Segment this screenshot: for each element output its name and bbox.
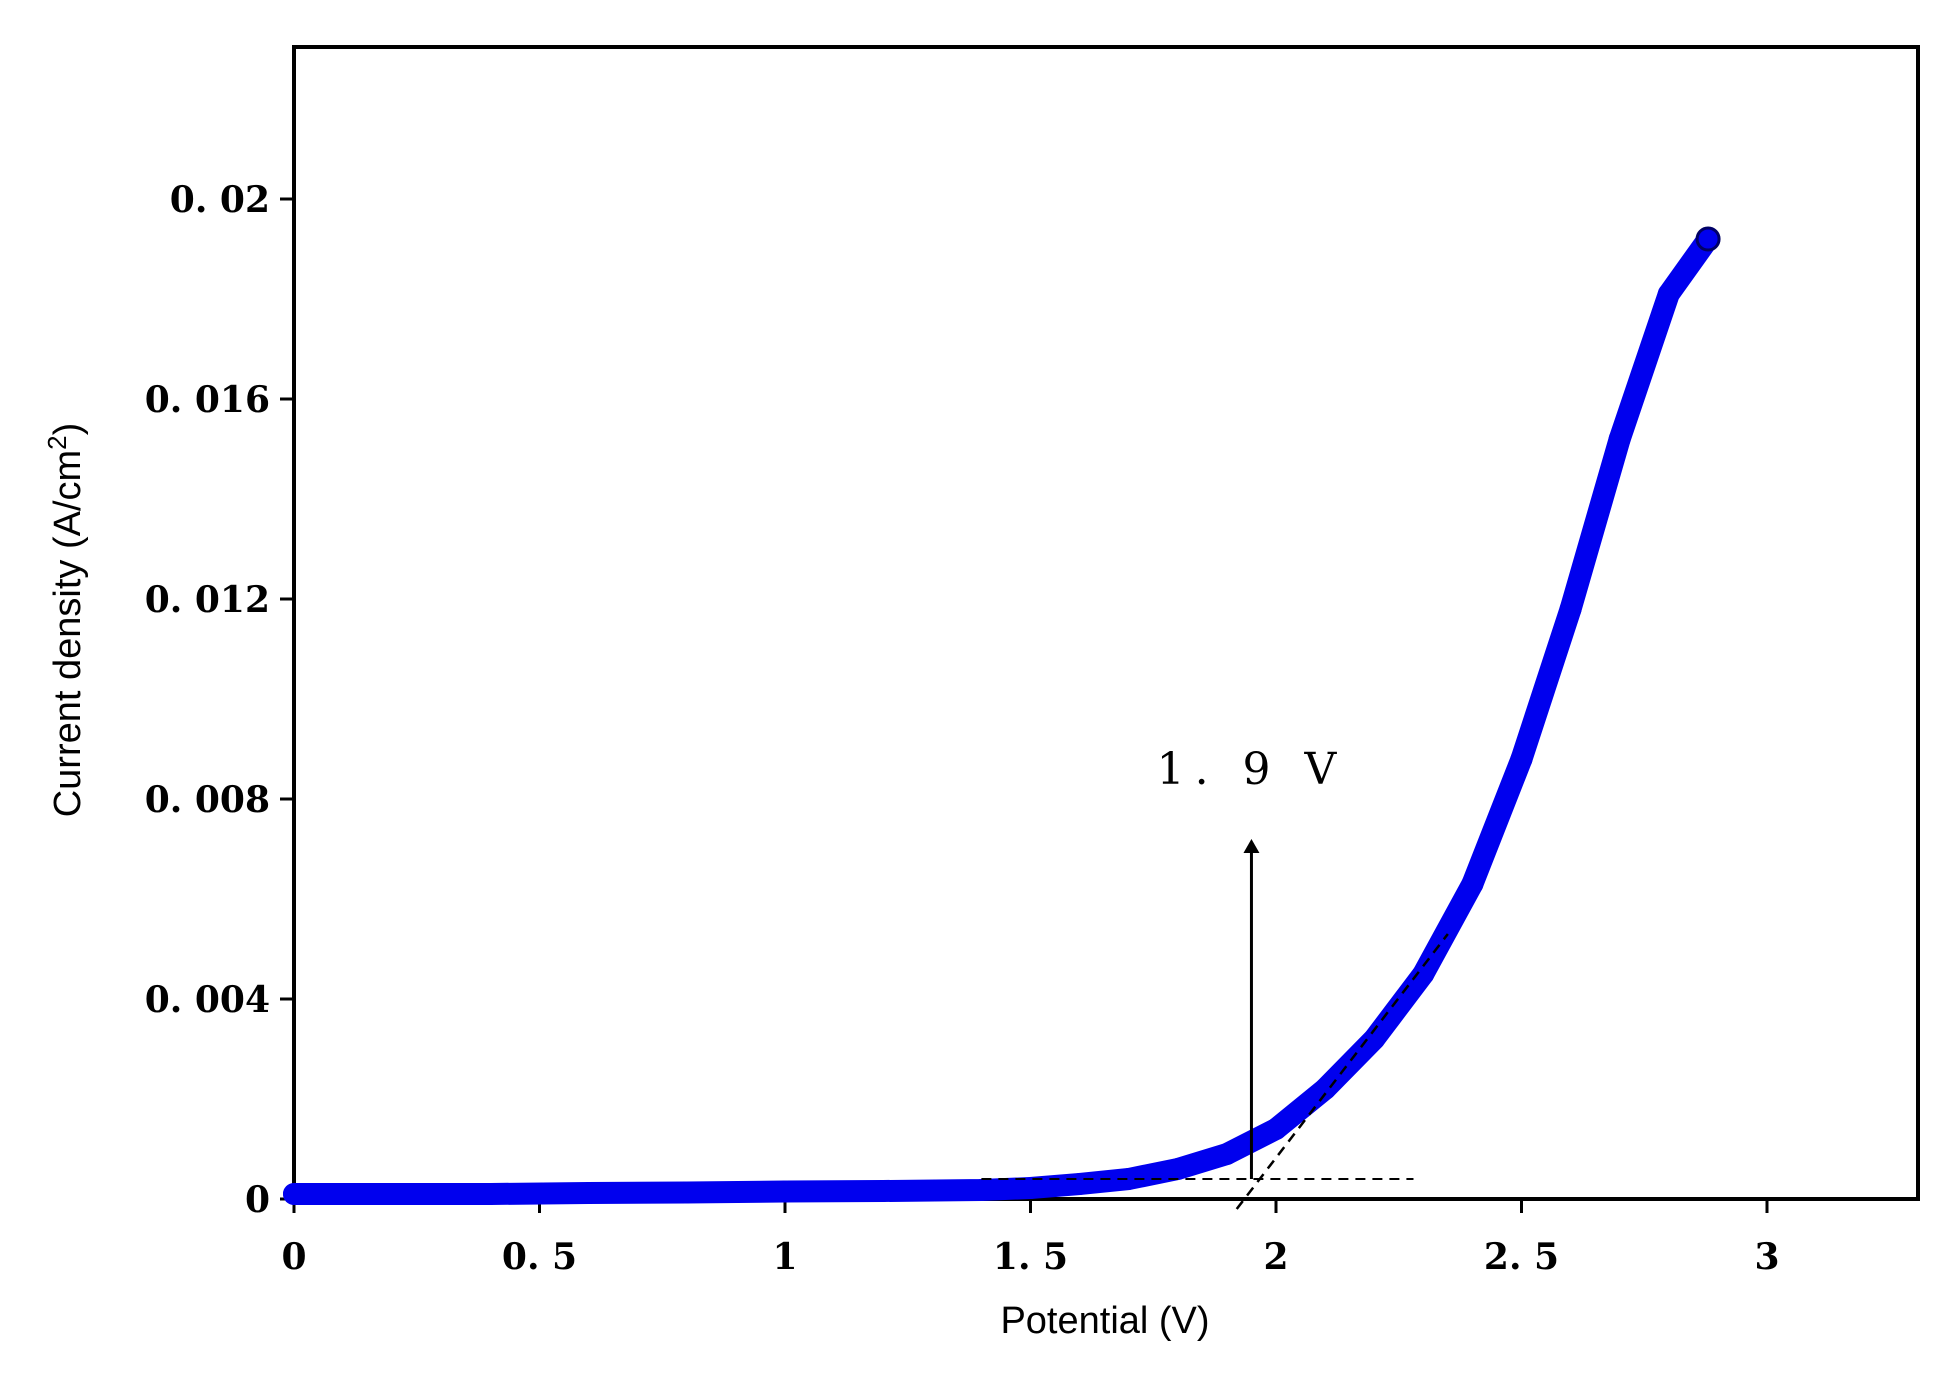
data-point <box>1166 1158 1189 1180</box>
y-tick-label: 0. 008 <box>145 779 270 821</box>
data-point <box>1608 428 1631 450</box>
y-axis-label-close: ) <box>47 423 89 436</box>
data-point <box>1510 748 1533 770</box>
y-axis-label: Current density (A/cm2) <box>42 423 89 818</box>
data-point <box>774 1180 796 1203</box>
x-tick-label: 3 <box>1754 1236 1779 1278</box>
data-point <box>1657 283 1680 305</box>
y-tick-label: 0. 004 <box>145 979 270 1021</box>
data-point-end <box>1695 226 1721 252</box>
arrow-head <box>1243 839 1260 853</box>
y-tick-label: 0 <box>245 1179 270 1221</box>
data-point <box>1265 1118 1287 1140</box>
data-point <box>1559 598 1582 620</box>
x-tick-label: 0. 5 <box>502 1236 577 1278</box>
series-trace <box>283 228 1720 1205</box>
data-series <box>283 226 1721 1205</box>
data-point <box>970 1179 993 1201</box>
data-point <box>1412 963 1435 985</box>
x-tick-label: 1 <box>772 1236 797 1278</box>
data-point <box>1314 1078 1337 1100</box>
data-point <box>381 1183 404 1205</box>
y-axis-label-superscript: 2 <box>42 435 72 449</box>
y-tick-label: 0. 016 <box>145 379 270 421</box>
y-tick-label: 0. 012 <box>145 579 270 621</box>
data-point <box>577 1182 600 1204</box>
x-axis-ticks: 0 0. 5 1 1. 5 2 2. 5 3 <box>281 1199 1780 1278</box>
x-tick-label: 0 <box>281 1236 306 1278</box>
data-point <box>1019 1177 1042 1199</box>
data-point <box>1117 1168 1140 1190</box>
data-point <box>675 1181 698 1204</box>
tangent-dashed-line <box>1235 933 1449 1210</box>
y-axis-label-main: Current density (A/cm <box>47 450 89 817</box>
plot-frame <box>292 45 1920 1201</box>
data-point <box>872 1180 895 1202</box>
data-point <box>1068 1173 1091 1195</box>
y-axis-ticks: 0 0. 004 0. 008 0. 012 0. 016 0. 02 <box>145 179 294 1221</box>
annotations: 1. 9 V <box>981 744 1449 1210</box>
x-axis-label: Potential (V) <box>1000 1300 1209 1342</box>
data-point <box>283 1183 305 1205</box>
data-point <box>1461 873 1484 895</box>
onset-voltage-label: 1. 9 V <box>1157 744 1347 795</box>
data-point <box>1363 1028 1386 1050</box>
data-point <box>479 1183 502 1205</box>
x-tick-label: 2 <box>1263 1236 1288 1278</box>
x-tick-label: 1. 5 <box>993 1236 1068 1278</box>
y-tick-label: 0. 02 <box>170 179 270 221</box>
data-point <box>1215 1143 1238 1165</box>
x-tick-label: 2. 5 <box>1484 1236 1559 1278</box>
